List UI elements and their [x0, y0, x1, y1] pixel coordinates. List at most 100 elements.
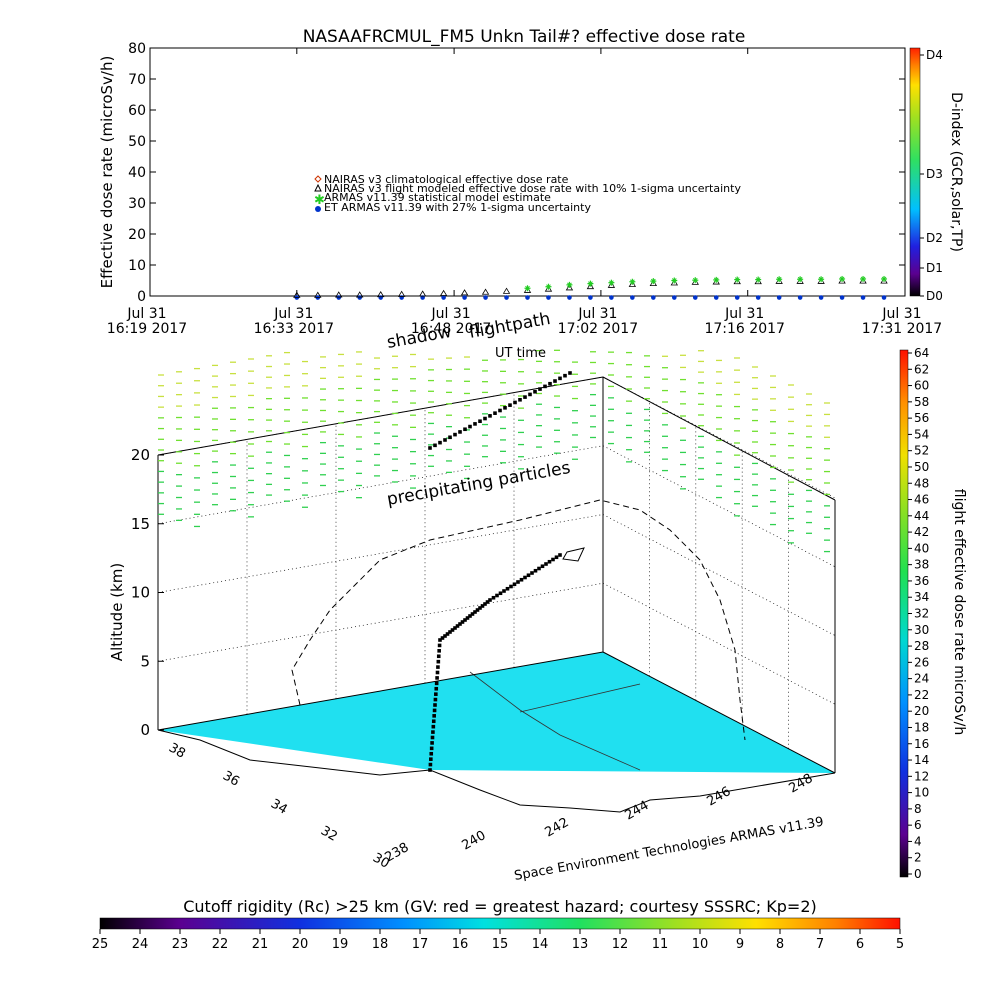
- dindex-tick-label: D0: [926, 289, 943, 303]
- flightpath-point: [432, 708, 437, 713]
- ocean-surface: [158, 652, 835, 773]
- et-armas-point: [776, 295, 782, 300]
- nairas-flight-point: [460, 289, 469, 296]
- dose-tick-label: 0: [914, 867, 922, 881]
- flightpath-point: [431, 719, 436, 724]
- flightpath-point: [491, 595, 496, 600]
- flightpath-point: [547, 559, 552, 564]
- legend-label-4: ET ARMAS v11.39 with 27% 1-sigma uncerta…: [324, 201, 591, 214]
- precipitating-particle-marks: [158, 349, 830, 553]
- flightpath-point: [543, 384, 547, 389]
- flightpath-point: [435, 676, 439, 680]
- altitude-tick-label: 15: [131, 515, 150, 533]
- dose-tick-label: 58: [914, 395, 929, 409]
- dose-tick-label: 6: [914, 818, 922, 832]
- armas-statistical-point: [608, 279, 615, 286]
- rc-tick-label: 9: [736, 937, 744, 952]
- dose-tick-label: 16: [914, 737, 929, 751]
- flightpath-point: [460, 620, 465, 624]
- annotation-shadow: shadow: [385, 322, 453, 353]
- dose-tick-label: 36: [914, 574, 929, 588]
- back-wall-grid-line: [157, 376, 604, 456]
- dose-tick-label: 10: [914, 786, 929, 800]
- aircraft-marker: [562, 547, 585, 562]
- flightpath-point: [488, 414, 492, 418]
- dindex-label: D-index (GCR,solar,TP): [948, 92, 964, 252]
- armas-statistical-point: [797, 276, 804, 283]
- flightpath-point: [434, 692, 438, 696]
- armas-statistical-point: [524, 285, 531, 292]
- armas-statistical-point: [776, 276, 783, 283]
- et-armas-point: [651, 295, 656, 300]
- flightpath-point: [463, 618, 467, 622]
- legend-label-1: NAIRAS v3 climatological effective dose …: [324, 173, 569, 186]
- flightpath-point: [526, 573, 531, 578]
- flightpath-point: [428, 762, 433, 767]
- flightpath-point: [533, 568, 538, 573]
- et-armas-point: [483, 295, 488, 300]
- et-armas-point: [588, 295, 593, 300]
- rc-tick-label: 11: [652, 937, 669, 952]
- armas-statistical-point: [818, 276, 825, 283]
- flightpath-point: [530, 571, 534, 575]
- flightpath-point: [502, 589, 506, 593]
- et-armas-point: [860, 295, 866, 300]
- flightpath-point: [509, 584, 513, 589]
- nairas-flight-point: [376, 290, 385, 298]
- flightpath-point: [448, 630, 452, 634]
- annotation-ut-time: UT time: [495, 346, 546, 361]
- shadow-path: [291, 499, 746, 741]
- armas-statistical-point: [839, 275, 846, 282]
- dose-tick-label: 56: [914, 411, 929, 425]
- rc-tick-label: 16: [452, 937, 469, 952]
- top-y-tick-label: 50: [128, 134, 146, 150]
- nairas-flight-point: [586, 282, 595, 290]
- nairas-flight-point: [502, 287, 511, 294]
- dindex-tick-label: D4: [926, 48, 943, 62]
- flightpath-point: [551, 557, 555, 562]
- flightpath-point: [568, 371, 572, 375]
- rc-tick-label: 5: [896, 937, 904, 952]
- latitude-tick-label: 36: [220, 768, 242, 789]
- land-region: [158, 730, 835, 860]
- armas-statistical-point: [671, 277, 678, 284]
- legend-marker-armas-statistical: ✱: [314, 193, 325, 208]
- top-x-tick-date: Jul 31: [126, 306, 166, 322]
- latitude-tick-label: 32: [318, 823, 340, 844]
- top-x-tick-date: Jul 31: [724, 306, 764, 322]
- top-x-tick-time: 17:16 2017: [704, 321, 784, 337]
- dose-tick-label: 54: [914, 427, 929, 441]
- flightpath-point: [480, 604, 485, 608]
- top-y-ticks: 0 10 20 30 40 50 60 70 80: [128, 41, 905, 305]
- latitude-ticks: 30 32 34 36 38: [166, 740, 392, 871]
- flightpath-point: [443, 438, 447, 442]
- flightpath-point: [505, 586, 510, 591]
- et-armas-point: [567, 295, 572, 300]
- armas-statistical-point: [587, 280, 594, 287]
- flightpath-point: [483, 416, 487, 421]
- rc-tick-label: 20: [292, 937, 309, 952]
- dindex-tick-label: D2: [926, 231, 943, 245]
- top-x-tick-date: Jul 31: [577, 306, 617, 322]
- dose-tick-label: 28: [914, 639, 929, 653]
- top-y-tick-label: 60: [128, 103, 146, 119]
- dose-tick-label: 40: [914, 541, 929, 555]
- flightpath-point: [458, 622, 462, 626]
- rc-tick-label: 22: [212, 937, 229, 952]
- flightpath-point: [436, 665, 440, 669]
- flightpath-point: [438, 440, 442, 445]
- flightpath-point: [432, 714, 436, 718]
- rc-tick-label: 18: [372, 937, 389, 952]
- armas-statistical-point: [860, 275, 867, 282]
- et-armas-point: [672, 295, 677, 300]
- et-armas-point: [755, 295, 761, 300]
- dose-tick-label: 26: [914, 655, 929, 669]
- dose-tick-label: 30: [914, 623, 929, 637]
- flightpath-point: [431, 730, 435, 734]
- rc-tick-label: 14: [532, 937, 549, 952]
- dose-tick-label: 4: [914, 834, 922, 848]
- back-wall-grid-line: [157, 514, 604, 593]
- top-legend: NAIRAS v3 climatological effective dose …: [314, 173, 741, 214]
- et-armas-point: [713, 295, 719, 300]
